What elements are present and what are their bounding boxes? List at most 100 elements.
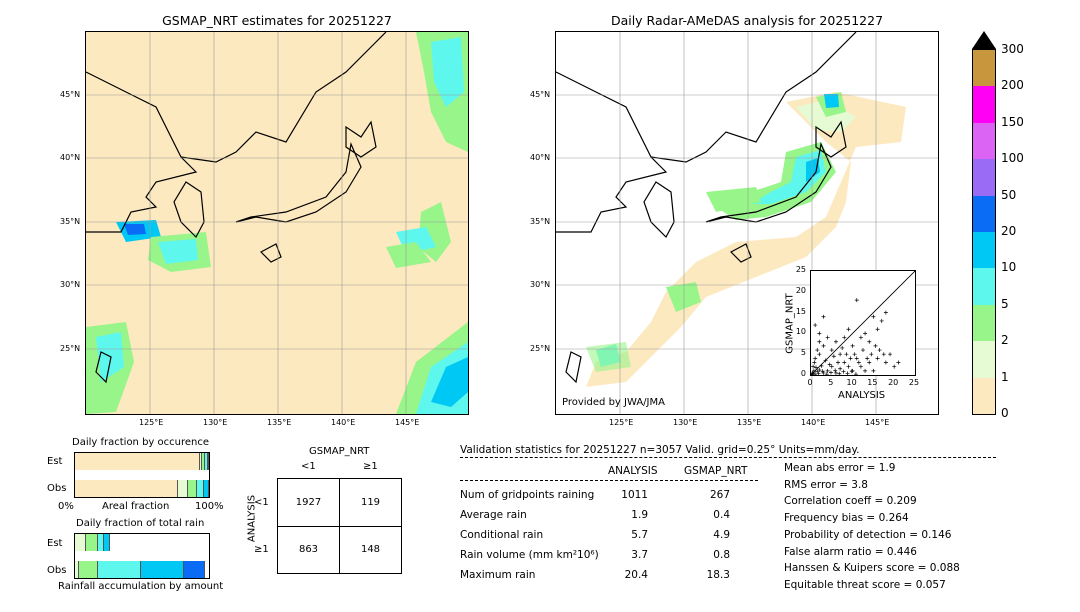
score-value: 0.209 <box>886 495 917 508</box>
scatter-point <box>833 370 838 375</box>
colorbar-segment <box>973 377 995 414</box>
colorbar-segment <box>973 195 995 232</box>
validation-row-gsmap: 267 <box>709 489 730 501</box>
scatter-point <box>833 368 838 373</box>
fraction-bar-segment <box>199 453 203 470</box>
scatter-point <box>829 364 834 369</box>
scatter-point <box>812 360 817 365</box>
score-label: RMS error = <box>784 478 848 491</box>
scatter-point <box>811 371 816 375</box>
scatter-ytick: 15 <box>795 306 806 316</box>
scatter-point <box>827 362 832 367</box>
scatter-ytick: 10 <box>795 327 806 337</box>
fraction-bar-segment <box>207 453 209 470</box>
scatter-point <box>888 352 893 357</box>
scatter-point <box>845 371 850 375</box>
scatter-point <box>850 368 855 373</box>
left-map <box>85 31 469 415</box>
colorbar-segment <box>973 122 995 160</box>
scatter-xtick: 15 <box>867 378 878 387</box>
occurence-obs-bar <box>75 480 209 497</box>
scatter-point <box>863 368 868 373</box>
fraction-bar-segment <box>178 480 188 497</box>
scatter-point <box>867 339 872 344</box>
scatter-xlabel: ANALYSIS <box>838 390 886 401</box>
scatter-point <box>842 335 847 340</box>
scatter-xtick: 0 <box>807 378 813 387</box>
score-row: Frequency bias = 0.264 <box>784 512 909 524</box>
colorbar-segment <box>973 86 995 123</box>
colorbar-label: 50 <box>1001 187 1017 202</box>
colorbar-segment <box>973 304 995 342</box>
occurence-tick-0: 0% <box>58 501 74 512</box>
scatter-point <box>811 368 816 373</box>
scatter-point <box>840 345 845 350</box>
scatter-point <box>871 314 876 319</box>
score-label: False alarm ratio = <box>784 545 884 558</box>
left-lat-label-45: 45°N <box>60 90 81 99</box>
left-lon-label-145: 145°E <box>395 418 420 427</box>
scatter-point <box>823 358 828 363</box>
left-lon-label-125: 125°E <box>139 418 164 427</box>
scatter-ytick: 0 <box>800 369 806 378</box>
cell-lt1-lt1: 1927 <box>295 497 322 508</box>
scatter-point <box>825 368 830 373</box>
fraction-bar-segment <box>79 561 98 578</box>
right-lon-label-135: 135°E <box>737 418 762 427</box>
validation-row-gsmap: 0.8 <box>713 549 730 561</box>
validation-row-analysis: 1.9 <box>631 509 648 521</box>
scatter-point <box>837 371 842 375</box>
right-coastlines <box>556 32 857 384</box>
validation-header-rule <box>460 457 996 458</box>
colorbar-segment <box>973 341 995 378</box>
total-rain-obs-bar <box>75 561 209 578</box>
scatter-point <box>824 372 829 375</box>
left-lat-label-40: 40°N <box>60 153 81 162</box>
score-row: Correlation coeff = 0.209 <box>784 495 917 507</box>
score-value: 0.146 <box>921 528 952 541</box>
fraction-bar-segment <box>75 534 86 551</box>
scatter-point <box>813 372 818 375</box>
fraction-bar-segment <box>75 480 179 497</box>
occurence-est-bar <box>75 453 209 470</box>
colorbar-label: 10 <box>1001 260 1017 275</box>
scatter-point <box>831 354 836 359</box>
fraction-bar-segment <box>97 534 105 551</box>
score-label: Frequency bias = <box>784 512 876 525</box>
colorbar-label: 100 <box>1001 151 1024 166</box>
scatter-point <box>833 339 838 344</box>
scatter-point <box>846 327 851 332</box>
cell-ge1-lt1: 863 <box>298 544 319 555</box>
scatter-ytick: 5 <box>800 348 806 358</box>
scatter-point <box>820 369 825 374</box>
occurence-xlabel: Areal fraction <box>102 501 170 512</box>
right-lat-label-40: 40°N <box>530 153 551 162</box>
fraction-bar-segment <box>204 453 208 470</box>
contingency-col-lt1: <1 <box>301 461 316 472</box>
colorbar-label: 1 <box>1001 369 1009 384</box>
scatter-inset <box>810 270 916 376</box>
occurence-title: Daily fraction by occurence <box>72 437 210 448</box>
scatter-xtick: 10 <box>846 378 857 387</box>
scatter-point <box>819 363 824 368</box>
occurence-est-label: Est <box>47 456 63 467</box>
right-map-title: Daily Radar-AMeDAS analysis for 20251227 <box>610 13 884 28</box>
validation-row-analysis: 3.7 <box>631 549 648 561</box>
fraction-bar-segment <box>203 480 209 497</box>
scatter-point <box>896 360 901 365</box>
scatter-point <box>817 339 822 344</box>
fraction-bar-segment <box>75 561 80 578</box>
data-credit: Provided by JWA/JMA <box>562 397 665 408</box>
right-lat-label-45: 45°N <box>530 90 551 99</box>
total-rain-chart <box>74 533 210 579</box>
fraction-bar-segment <box>97 561 141 578</box>
scatter-point <box>816 371 821 375</box>
left-lat-label-25: 25°N <box>60 344 81 353</box>
right-lon-label-125: 125°E <box>609 418 634 427</box>
validation-row-gsmap: 0.4 <box>713 509 730 521</box>
score-label: Hanssen & Kuipers score = <box>784 562 927 575</box>
scatter-point <box>846 364 851 369</box>
scatter-point <box>850 343 855 348</box>
scatter-xtick: 25 <box>908 378 920 387</box>
colorbar-label: 2 <box>1001 333 1009 348</box>
